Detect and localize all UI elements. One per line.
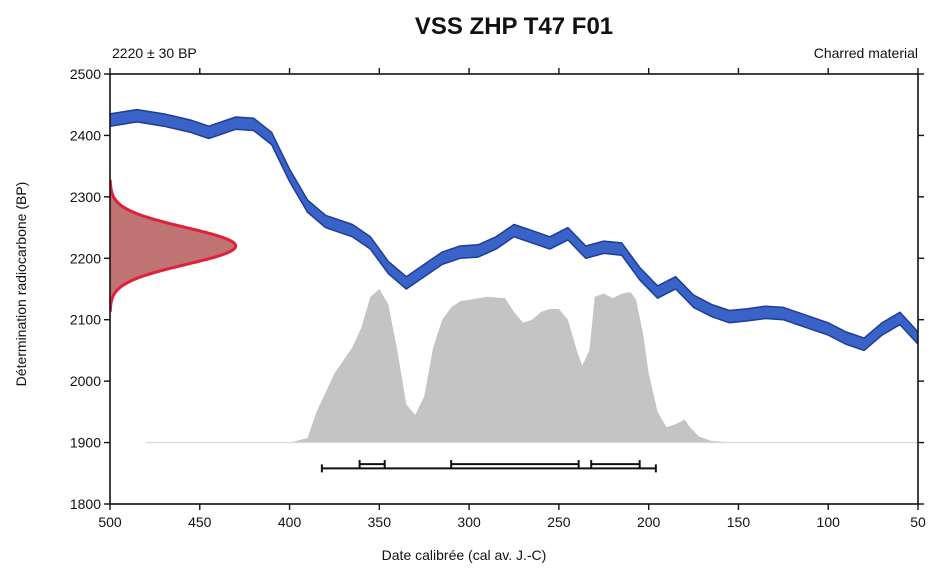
measurement-distribution-fill [110,179,236,313]
x-tick-label: 150 [727,514,751,530]
x-tick-label: 200 [637,514,661,530]
y-tick-label: 1800 [70,496,101,512]
x-tick-label: 350 [368,514,392,530]
x-tick-label: 500 [98,514,122,530]
plot-layer [110,108,918,444]
plot-area [110,108,918,473]
calibration-curve-band [110,108,918,352]
probability-distribution [110,289,918,443]
x-tick-label: 400 [278,514,302,530]
chart-title: VSS ZHP T47 F01 [415,13,613,40]
plot-frame [109,73,919,505]
y-tick-label: 2100 [70,312,101,328]
y-axis-title: Détermination radiocarbone (BP) [13,182,29,387]
x-tick-label: 100 [817,514,841,530]
y-tick-label: 1900 [70,435,101,451]
x-axis: 500 450 400 350 300 250 200 150 100 50 [98,68,926,530]
y-tick-label: 2000 [70,373,101,389]
measurement-distribution-edge [110,179,238,313]
x-tick-label: 300 [457,514,481,530]
x-axis-title: Date calibrée (cal av. J.-C) [382,547,547,563]
measurement-label: 2220 ± 30 BP [112,45,197,61]
y-tick-label: 2400 [70,127,101,143]
x-tick-label: 450 [188,514,212,530]
x-tick-label: 250 [547,514,571,530]
y-axis: 1800 1900 2000 2100 2200 2300 2400 2500 [70,66,924,512]
x-tick-label: 50 [910,514,926,530]
y-tick-label: 2200 [70,250,101,266]
sample-material-label: Charred material [814,45,918,61]
y-tick-label: 2300 [70,189,101,205]
y-tick-label: 2500 [70,66,101,82]
